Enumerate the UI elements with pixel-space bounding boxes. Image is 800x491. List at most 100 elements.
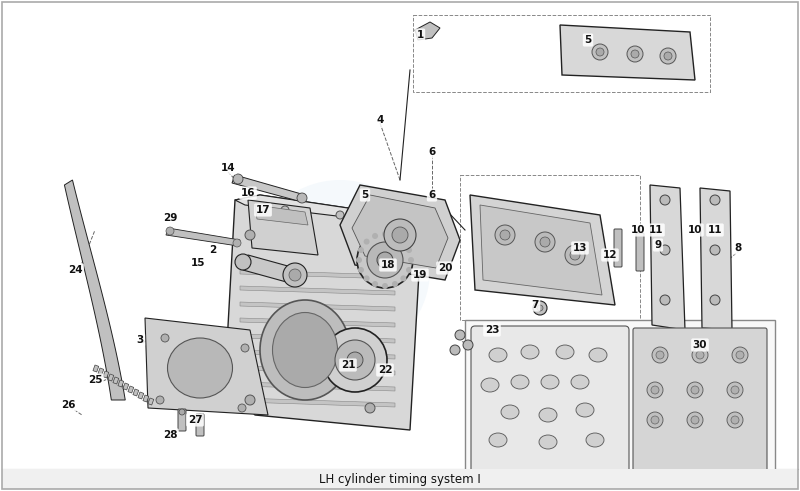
Circle shape [687,412,703,428]
Circle shape [660,48,676,64]
Circle shape [660,295,670,305]
Circle shape [647,412,663,428]
Polygon shape [255,205,308,225]
Polygon shape [65,180,126,400]
Circle shape [197,414,203,420]
Polygon shape [225,195,420,430]
Bar [108,374,114,381]
Text: 30: 30 [693,340,707,350]
Circle shape [691,386,699,394]
Circle shape [400,239,406,245]
Circle shape [367,242,403,278]
Ellipse shape [167,338,233,398]
FancyBboxPatch shape [178,409,186,431]
Circle shape [664,52,672,60]
Text: 1: 1 [416,30,424,40]
Circle shape [364,275,370,281]
Circle shape [565,245,585,265]
Circle shape [732,347,748,363]
Text: 18: 18 [381,260,395,270]
Circle shape [727,412,743,428]
Polygon shape [166,228,240,246]
Ellipse shape [541,375,559,389]
Text: 29: 29 [163,213,177,223]
Text: 27: 27 [188,415,202,425]
Circle shape [357,232,413,288]
Ellipse shape [481,378,499,392]
Polygon shape [235,195,395,220]
Circle shape [297,193,307,203]
Polygon shape [145,318,268,415]
Bar [118,380,124,387]
Polygon shape [240,270,395,279]
Circle shape [710,245,720,255]
Ellipse shape [539,408,557,422]
Text: 23: 23 [485,325,499,335]
Ellipse shape [576,403,594,417]
Circle shape [358,267,364,273]
Circle shape [347,352,363,368]
Text: 17: 17 [256,205,270,215]
FancyBboxPatch shape [633,328,767,472]
Text: 16: 16 [241,188,255,198]
Bar [113,377,118,384]
FancyBboxPatch shape [614,229,622,267]
Bar [465,320,775,480]
Text: 10: 10 [630,225,646,235]
Ellipse shape [571,375,589,389]
Circle shape [533,301,547,315]
Circle shape [627,46,643,62]
Circle shape [323,328,387,392]
Text: 19: 19 [413,270,427,280]
Circle shape [731,386,739,394]
Circle shape [592,44,608,60]
Circle shape [660,195,670,205]
Ellipse shape [501,405,519,419]
Circle shape [283,263,307,287]
Circle shape [537,305,543,311]
Polygon shape [470,195,615,305]
Ellipse shape [556,345,574,359]
Ellipse shape [511,375,529,389]
Text: 6: 6 [428,147,436,157]
Circle shape [392,233,398,239]
Circle shape [651,386,659,394]
Circle shape [463,340,473,350]
Text: 24: 24 [68,265,82,275]
Polygon shape [560,25,695,80]
Circle shape [570,250,580,260]
Ellipse shape [489,348,507,362]
Text: 5: 5 [584,35,592,45]
Circle shape [631,50,639,58]
Circle shape [382,283,388,289]
Bar [143,395,149,402]
Text: 9: 9 [654,240,662,250]
Text: 11: 11 [708,225,722,235]
Circle shape [365,403,375,413]
Polygon shape [240,398,395,407]
Ellipse shape [521,345,539,359]
Text: 13: 13 [573,243,587,253]
Circle shape [392,227,408,243]
Circle shape [710,295,720,305]
Circle shape [687,382,703,398]
Circle shape [356,257,362,263]
Circle shape [652,347,668,363]
Circle shape [161,334,169,342]
Ellipse shape [539,435,557,449]
Bar [98,368,104,375]
Text: 8: 8 [734,243,742,253]
Text: 4: 4 [376,115,384,125]
Circle shape [400,275,406,281]
Circle shape [245,395,255,405]
Circle shape [370,245,380,255]
Bar [2,469,798,489]
Text: 22: 22 [378,365,392,375]
Text: 28: 28 [162,430,178,440]
Circle shape [406,247,412,253]
Ellipse shape [589,348,607,362]
Text: 14: 14 [221,163,235,173]
Circle shape [651,416,659,424]
Circle shape [406,267,412,273]
Circle shape [336,211,344,219]
